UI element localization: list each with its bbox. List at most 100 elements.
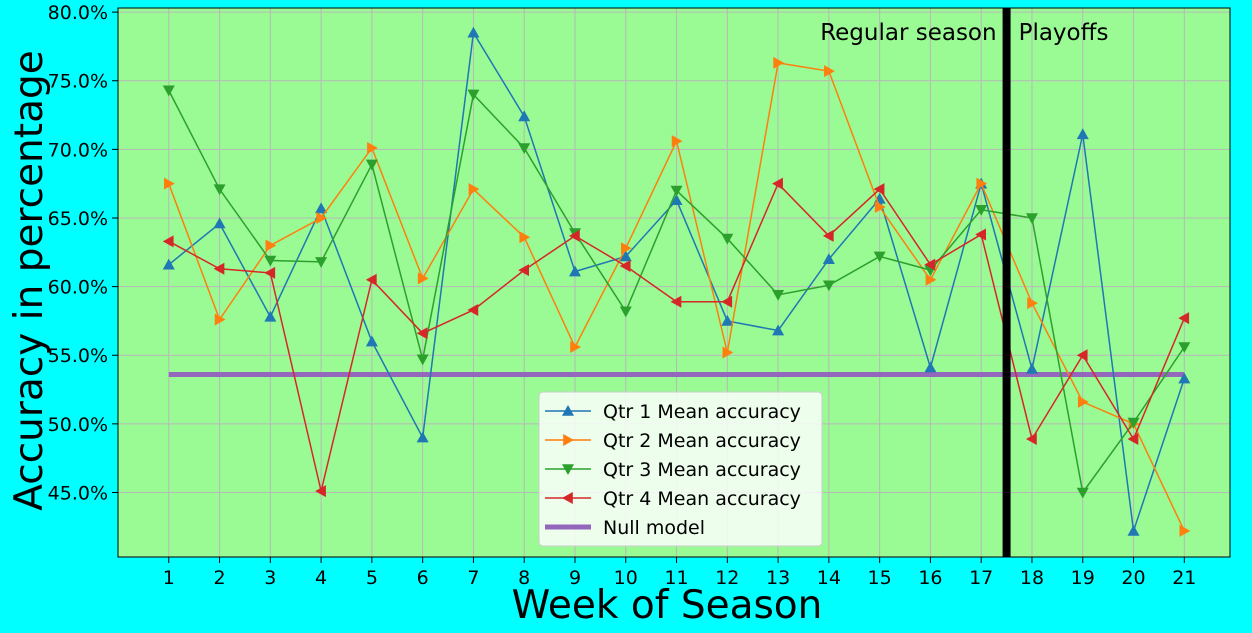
data-point bbox=[518, 264, 530, 277]
data-point bbox=[416, 327, 428, 340]
data-point bbox=[315, 257, 328, 268]
data-point bbox=[265, 239, 277, 252]
x-tick-label: 21 bbox=[1172, 567, 1196, 589]
data-point bbox=[772, 290, 785, 301]
data-point bbox=[365, 159, 378, 171]
data-point bbox=[619, 306, 632, 318]
data-point bbox=[214, 313, 226, 326]
data-point bbox=[976, 177, 988, 190]
x-tick-label: 11 bbox=[664, 567, 688, 589]
data-point bbox=[315, 485, 326, 498]
y-tick-label: 80.0% bbox=[48, 2, 108, 24]
x-tick-label: 10 bbox=[614, 567, 638, 589]
x-tick-label: 17 bbox=[969, 567, 993, 589]
regular-season-label: Regular season bbox=[820, 20, 996, 46]
x-tick-label: 2 bbox=[214, 567, 226, 589]
x-tick-label: 12 bbox=[715, 567, 739, 589]
data-point bbox=[1127, 432, 1139, 445]
legend-label: Qtr 3 Mean accuracy bbox=[603, 459, 801, 481]
playoffs-label: Playoffs bbox=[1019, 20, 1109, 46]
data-point bbox=[1179, 524, 1191, 537]
data-point bbox=[670, 185, 683, 197]
axes: 45.0% 50.0% 55.0% 60.0% 65.0% 70.0% 75.0% 80.0%… bbox=[48, 2, 1231, 589]
x-tick-label: 8 bbox=[518, 567, 530, 589]
series-4 bbox=[162, 177, 1190, 498]
data-point bbox=[467, 26, 480, 38]
data-point bbox=[925, 273, 937, 286]
data-point bbox=[568, 229, 580, 242]
data-point bbox=[467, 303, 479, 316]
data-point bbox=[824, 65, 835, 78]
data-point bbox=[467, 89, 480, 101]
y-axis-label: Accuracy in percentage bbox=[7, 50, 52, 510]
data-point bbox=[619, 250, 632, 262]
data-point bbox=[924, 258, 936, 271]
legend-swatch-marker bbox=[563, 434, 574, 446]
x-tick-label: 14 bbox=[817, 567, 841, 589]
data-point bbox=[519, 231, 531, 244]
x-tick-label: 16 bbox=[918, 567, 942, 589]
series-layer bbox=[162, 26, 1191, 537]
data-point bbox=[1076, 487, 1089, 499]
data-point bbox=[468, 183, 480, 196]
data-point bbox=[365, 335, 378, 347]
data-point bbox=[772, 324, 785, 336]
data-point bbox=[162, 85, 175, 97]
y-tick-label: 70.0% bbox=[48, 139, 108, 161]
data-point bbox=[874, 201, 886, 214]
x-tick-label: 6 bbox=[417, 567, 429, 589]
y-tick-label: 60.0% bbox=[48, 277, 108, 299]
data-point bbox=[822, 229, 834, 242]
x-tick-label: 19 bbox=[1071, 567, 1095, 589]
data-point bbox=[1178, 312, 1190, 325]
data-point bbox=[670, 295, 682, 308]
data-point bbox=[772, 177, 783, 190]
x-tick-label: 20 bbox=[1121, 567, 1145, 589]
legend-label: Qtr 2 Mean accuracy bbox=[603, 430, 801, 452]
data-point bbox=[1076, 349, 1088, 362]
legend: Qtr 1 Mean accuracy Qtr 2 Mean accuracy Qt… bbox=[538, 391, 823, 547]
legend-entry: Qtr 3 Mean accuracy bbox=[545, 459, 801, 481]
data-point bbox=[1178, 342, 1191, 354]
y-tick-label: 50.0% bbox=[48, 414, 108, 436]
data-point bbox=[1076, 128, 1089, 140]
data-point bbox=[670, 194, 683, 205]
data-point bbox=[1025, 213, 1038, 224]
data-point bbox=[773, 56, 785, 69]
legend-swatch-marker bbox=[562, 405, 574, 416]
data-point bbox=[721, 314, 734, 326]
data-point bbox=[163, 177, 175, 190]
data-point bbox=[162, 258, 175, 270]
data-point bbox=[213, 184, 226, 196]
x-tick-label: 18 bbox=[1020, 567, 1044, 589]
data-point bbox=[417, 272, 429, 285]
data-point bbox=[975, 228, 986, 241]
x-tick-label: 4 bbox=[315, 567, 327, 589]
legend-swatch-marker bbox=[562, 464, 574, 475]
legend-swatch-marker bbox=[562, 492, 573, 504]
series-2 bbox=[163, 56, 1191, 537]
data-point bbox=[570, 341, 581, 354]
legend-box bbox=[538, 391, 823, 547]
legend-entry: Qtr 1 Mean accuracy bbox=[545, 401, 801, 423]
data-point bbox=[365, 273, 377, 286]
data-point bbox=[822, 280, 835, 292]
data-point bbox=[873, 251, 886, 263]
legend-label: Qtr 4 Mean accuracy bbox=[603, 488, 801, 510]
data-point bbox=[416, 431, 429, 443]
data-point bbox=[162, 235, 174, 248]
data-point bbox=[721, 233, 734, 245]
x-tick-label: 7 bbox=[467, 567, 479, 589]
legend-label: Qtr 1 Mean accuracy bbox=[603, 401, 801, 423]
data-point bbox=[1127, 524, 1140, 536]
legend-entry: Qtr 4 Mean accuracy bbox=[545, 488, 801, 510]
season-divider: Regular season Playoffs bbox=[820, 8, 1108, 557]
x-tick-label: 9 bbox=[569, 567, 581, 589]
data-point bbox=[619, 260, 631, 273]
series-3 bbox=[162, 85, 1191, 499]
data-point bbox=[213, 262, 225, 275]
x-tick-label: 5 bbox=[366, 567, 378, 589]
legend-label: Null model bbox=[603, 517, 705, 539]
data-point bbox=[568, 265, 581, 277]
data-point bbox=[367, 141, 378, 154]
